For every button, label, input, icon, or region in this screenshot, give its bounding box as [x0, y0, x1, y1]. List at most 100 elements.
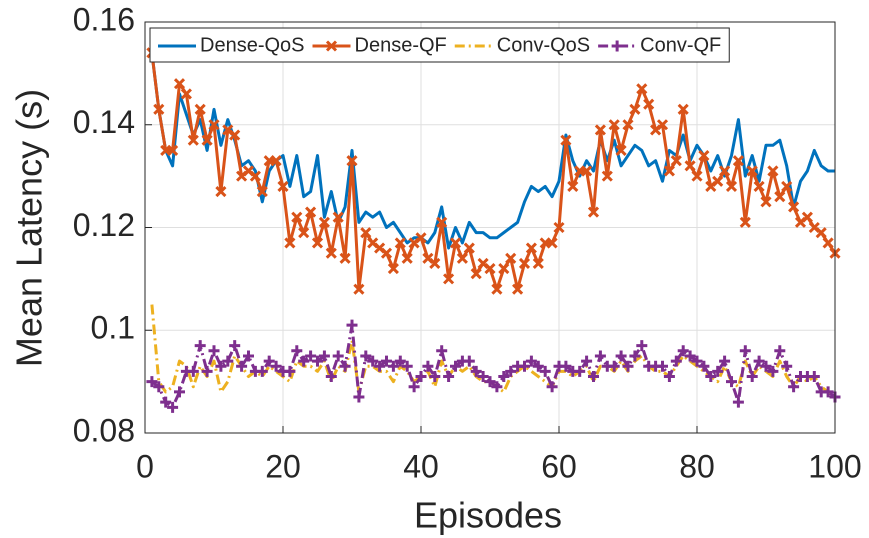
data-point: [505, 252, 517, 264]
y-tick-label: 0.14: [73, 104, 135, 140]
data-point: [677, 345, 689, 357]
data-point: [601, 170, 613, 182]
data-point: [608, 119, 620, 131]
data-point: [201, 365, 213, 377]
x-tick-label: 80: [679, 448, 715, 484]
data-point: [443, 370, 455, 382]
data-point: [387, 263, 399, 275]
data-point: [753, 355, 765, 367]
data-point: [360, 350, 372, 362]
data-point: [256, 365, 268, 377]
data-point: [539, 365, 551, 377]
legend-label: Conv-QF: [640, 34, 721, 56]
data-point: [408, 381, 420, 393]
data-point: [608, 360, 620, 372]
legend-marker: [325, 40, 338, 52]
data-point: [801, 211, 813, 223]
data-point: [532, 257, 544, 270]
data-point: [739, 216, 751, 228]
data-point: [380, 247, 393, 259]
data-point: [401, 360, 413, 372]
y-tick-label: 0.1: [91, 310, 135, 346]
data-point: [332, 211, 344, 223]
data-point: [588, 370, 599, 382]
data-point: [808, 370, 820, 382]
data-point: [339, 360, 351, 372]
data-point: [167, 144, 179, 156]
data-point: [270, 360, 282, 372]
data-point: [594, 124, 606, 136]
data-point: [312, 355, 323, 367]
data-point: [305, 350, 317, 362]
data-point: [160, 396, 172, 408]
plot-frame: [144, 21, 836, 434]
data-point: [463, 355, 475, 367]
data-point: [173, 78, 186, 90]
data-point: [581, 355, 593, 367]
data-point: [712, 365, 724, 377]
data-point: [367, 355, 379, 367]
data-point: [284, 237, 296, 249]
data-point: [229, 340, 241, 352]
series-line: [151, 323, 836, 409]
data-point: [284, 365, 296, 377]
data-point: [470, 268, 482, 280]
data-point: [353, 283, 365, 295]
data-point: [767, 165, 779, 177]
legend: Dense-QoS Dense-QF Conv-QoS Conv-QF: [149, 27, 730, 63]
data-point: [346, 155, 358, 167]
x-tick-label: 60: [541, 448, 577, 484]
data-point: [243, 350, 254, 362]
data-point: [498, 263, 510, 275]
data-point: [594, 350, 606, 362]
data-point: [236, 360, 248, 372]
data-point: [463, 242, 475, 254]
data-point: [719, 355, 731, 367]
data-point: [449, 237, 462, 249]
legend-label: Dense-QF: [355, 34, 447, 56]
data-point: [663, 370, 675, 382]
data-point: [249, 170, 261, 182]
data-point: [222, 355, 234, 367]
data-point: [484, 376, 496, 388]
data-point: [725, 180, 738, 192]
data-point: [415, 232, 427, 244]
data-point: [318, 216, 330, 228]
y-tick-label: 0.12: [73, 207, 135, 243]
data-point: [712, 175, 724, 187]
data-point: [332, 350, 344, 362]
data-point: [746, 370, 758, 382]
x-tick-label: 40: [403, 448, 439, 484]
data-point: [167, 401, 179, 413]
y-tick-label: 0.16: [73, 1, 135, 37]
data-point: [291, 345, 303, 357]
data-point: [208, 345, 220, 357]
data-point: [774, 345, 786, 357]
legend-label: Conv-QoS: [497, 34, 590, 56]
data-point: [532, 360, 544, 372]
data-point: [760, 360, 772, 372]
data-point: [726, 376, 737, 388]
data-point: [684, 350, 696, 362]
data-point: [470, 365, 482, 377]
data-point: [698, 360, 710, 372]
data-point: [698, 150, 710, 162]
data-point: [415, 370, 427, 382]
data-point: [546, 381, 558, 393]
data-point: [298, 355, 310, 367]
data-point: [505, 365, 517, 377]
data-point: [394, 355, 406, 367]
data-point: [546, 237, 558, 249]
data-point: [753, 180, 765, 192]
data-point: [767, 365, 779, 377]
data-point: [450, 360, 461, 372]
data-point: [256, 185, 268, 198]
data-point: [311, 237, 324, 249]
data-point: [270, 155, 282, 167]
data-point: [739, 345, 751, 357]
data-point: [615, 350, 627, 362]
data-point: [670, 355, 682, 367]
data-point: [477, 370, 489, 382]
data-point: [194, 103, 206, 115]
